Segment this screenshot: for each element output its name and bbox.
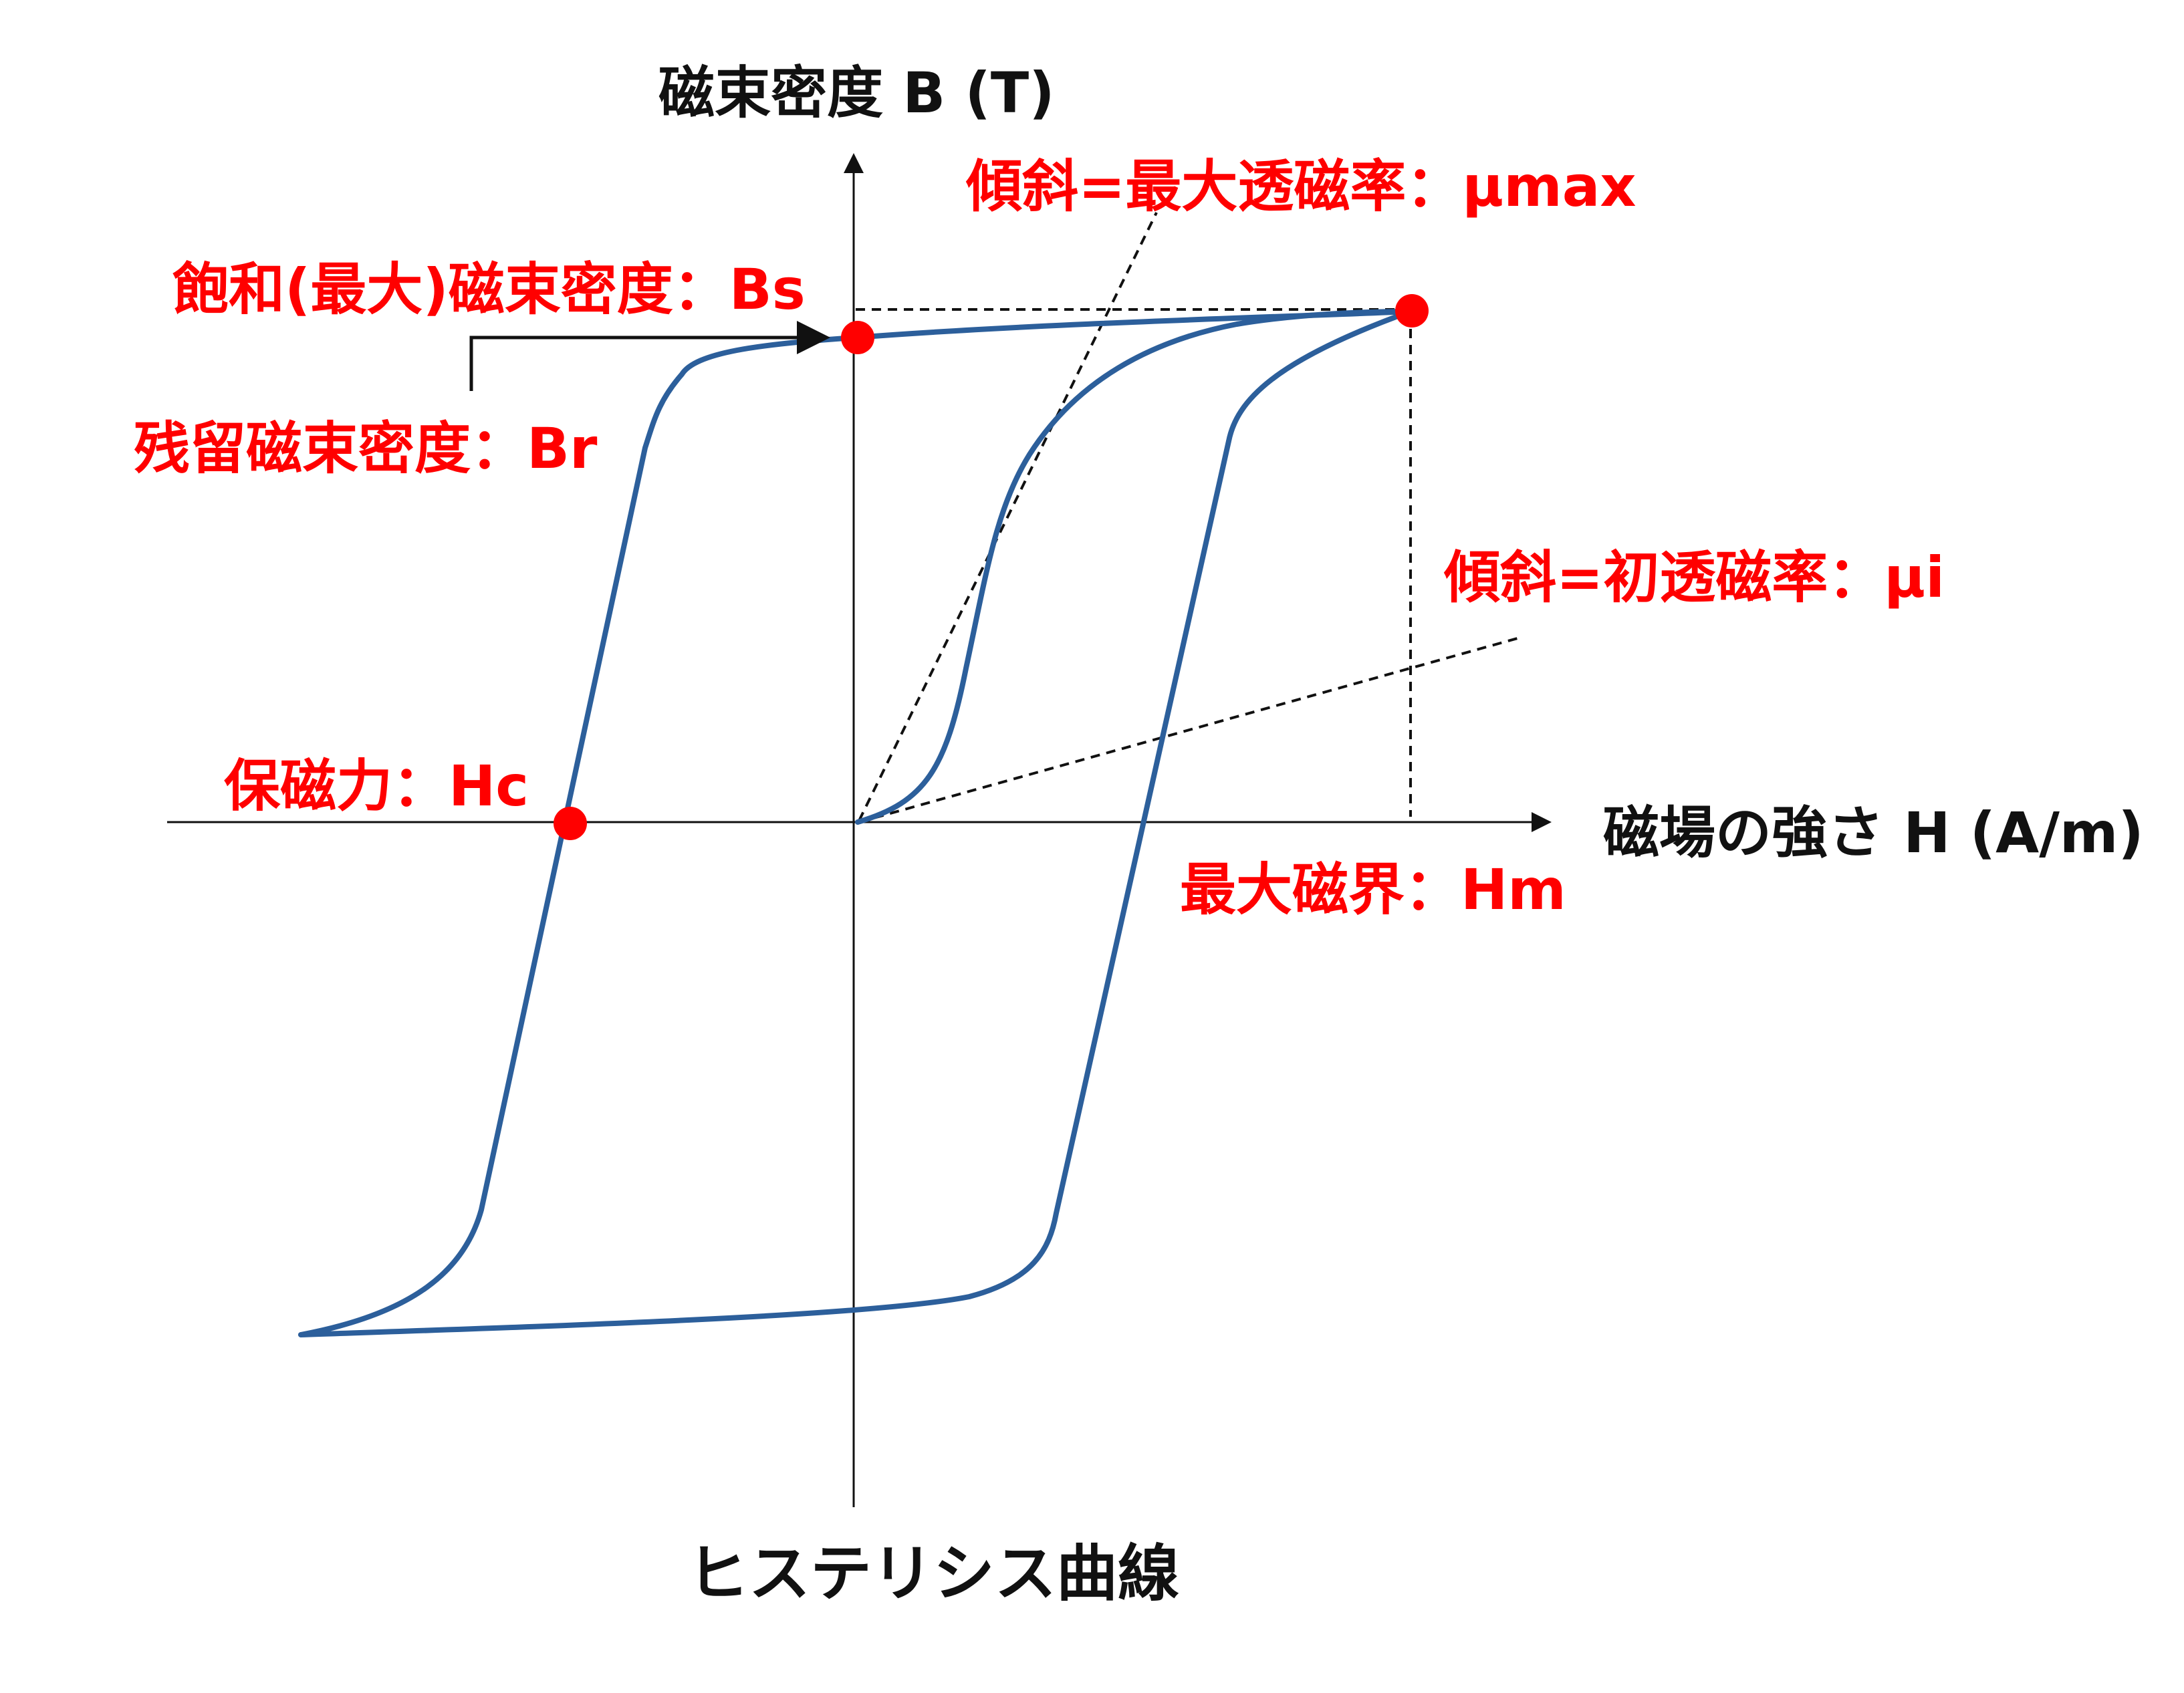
- diagram-caption: ヒステリシス曲線: [687, 1538, 1179, 1609]
- max-field-point-marker: [1395, 294, 1429, 328]
- coercivity-point-marker: [554, 807, 587, 840]
- x-axis-title: 磁場の強さ H (A/m): [1603, 800, 2144, 866]
- hysteresis-ascending-branch: [298, 309, 1413, 1337]
- coercivity-label: 保磁力：Hc: [224, 753, 529, 819]
- max-field-label: 最大磁界：Hm: [1180, 857, 1566, 922]
- remanence-pointer-arrow: [469, 321, 830, 391]
- hysteresis-descending-branch: [298, 309, 1413, 1337]
- mu-initial-slope-line: [858, 637, 1518, 823]
- mu-max-slope-line: [858, 212, 1158, 821]
- remanence-label: 残留磁束密度：Br: [134, 416, 598, 481]
- mu-initial-label: 傾斜=初透磁率：μi: [1443, 545, 1945, 610]
- saturation-point-marker: [841, 321, 874, 354]
- initial-magnetization-curve: [855, 309, 1413, 825]
- mu-max-label: 傾斜=最大透磁率：μmax: [965, 154, 1636, 219]
- saturation-label: 飽和(最大)磁束密度：Bs: [172, 257, 806, 322]
- y-axis-title: 磁束密度 B (T): [658, 60, 1055, 126]
